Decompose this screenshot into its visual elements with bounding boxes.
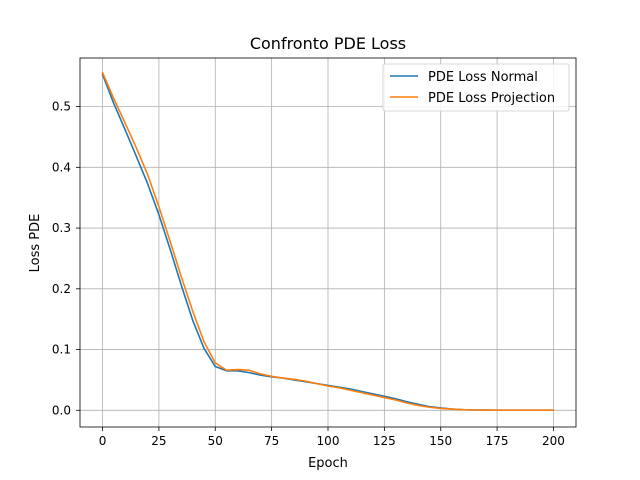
y-axis-label: Loss PDE xyxy=(28,214,43,273)
chart-title: Confronto PDE Loss xyxy=(250,34,406,53)
legend-label-normal: PDE Loss Normal xyxy=(428,70,538,85)
x-tick-label: 200 xyxy=(542,434,565,448)
x-tick-label: 125 xyxy=(373,434,396,448)
x-tick-label: 175 xyxy=(486,434,509,448)
series-line-projection xyxy=(101,71,555,411)
y-tick-label: 0.2 xyxy=(52,282,71,296)
legend: PDE Loss Normal PDE Loss Projection xyxy=(382,63,570,112)
series-layer xyxy=(101,71,555,411)
y-tick-label: 0.4 xyxy=(52,160,71,174)
legend-label-projection: PDE Loss Projection xyxy=(428,91,555,106)
tick-layer: 0 25 50 75 100 125 150 175 200 0.0 0.1 0.2 0.3 0.4 0.5 xyxy=(52,100,565,448)
x-tick-label: 150 xyxy=(429,434,452,448)
x-tick-label: 75 xyxy=(264,434,279,448)
x-tick-label: 25 xyxy=(151,434,166,448)
y-tick-label: 0.5 xyxy=(52,100,71,114)
y-tick-label: 0.0 xyxy=(52,403,71,417)
y-tick-label: 0.3 xyxy=(52,221,71,235)
x-tick-label: 100 xyxy=(317,434,340,448)
x-axis-label: Epoch xyxy=(308,456,348,471)
y-tick-label: 0.1 xyxy=(52,343,71,357)
legend-box xyxy=(382,63,570,112)
x-tick-label: 50 xyxy=(208,434,223,448)
x-tick-label: 0 xyxy=(99,434,107,448)
